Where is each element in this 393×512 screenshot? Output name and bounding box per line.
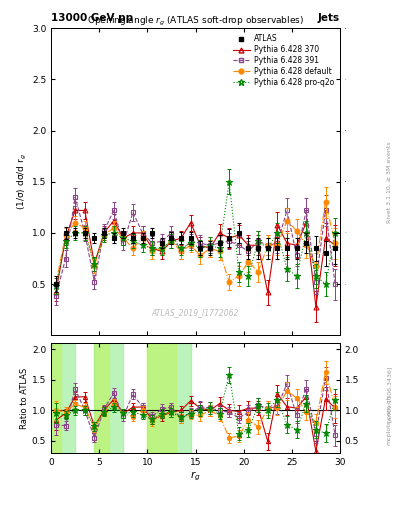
Text: mcplots.cern.ch: mcplots.cern.ch (387, 395, 391, 445)
Text: Jets: Jets (318, 13, 340, 23)
Legend: ATLAS, Pythia 6.428 370, Pythia 6.428 391, Pythia 6.428 default, Pythia 6.428 pr: ATLAS, Pythia 6.428 370, Pythia 6.428 39… (231, 32, 336, 89)
Bar (94, 343, 123, 453)
Text: 13000 GeV pp: 13000 GeV pp (51, 13, 133, 23)
Text: ATLAS_2019_I1772062: ATLAS_2019_I1772062 (152, 308, 239, 317)
Bar (51, 343, 61, 453)
Title: Opening angle $r_g$ (ATLAS soft-drop observables): Opening angle $r_g$ (ATLAS soft-drop obs… (87, 15, 304, 28)
Text: [arXiv:1306.3436]: [arXiv:1306.3436] (387, 366, 391, 422)
Bar (94, 343, 109, 453)
Text: Rivet 3.1.10, ≥ 3M events: Rivet 3.1.10, ≥ 3M events (387, 141, 391, 223)
Bar (147, 343, 176, 453)
Bar (147, 343, 191, 453)
Y-axis label: Ratio to ATLAS: Ratio to ATLAS (20, 368, 29, 429)
Bar (51, 343, 75, 453)
X-axis label: $r_g$: $r_g$ (190, 470, 201, 483)
Y-axis label: (1/σ) dσ/d r$_g$: (1/σ) dσ/d r$_g$ (16, 153, 29, 210)
